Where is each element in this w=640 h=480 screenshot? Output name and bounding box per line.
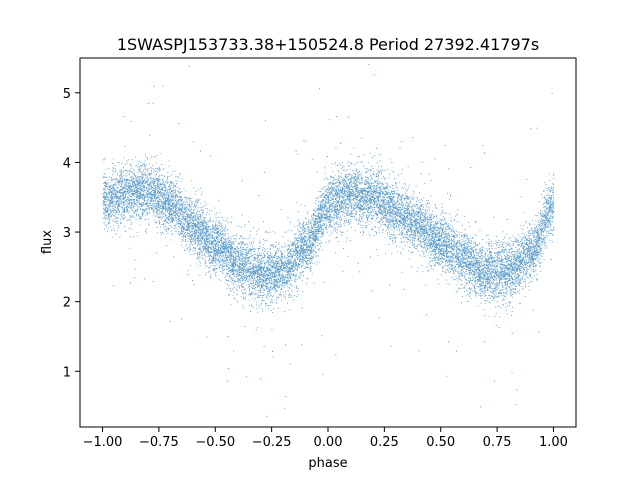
y-axis: 1 2 3 4 5 (63, 87, 80, 380)
y-tick-label: 3 (63, 226, 71, 241)
x-tick-label: 1.00 (539, 435, 568, 450)
x-tick-label: −0.75 (139, 435, 179, 450)
x-tick-label: −0.50 (195, 435, 235, 450)
y-tick-label: 1 (63, 365, 71, 380)
chart-title: 1SWASPJ153733.38+150524.8 Period 27392.4… (117, 35, 539, 54)
x-tick-label: 0.75 (483, 435, 512, 450)
x-tick-label: 0.00 (314, 435, 343, 450)
y-axis-label: flux (40, 230, 55, 254)
x-tick-label: −1.00 (83, 435, 123, 450)
x-tick-label: 0.25 (370, 435, 399, 450)
y-tick-label: 4 (63, 156, 71, 171)
x-axis: −1.00 −0.75 −0.50 −0.25 0.00 0.25 0.50 0.75 1.00 (83, 427, 568, 450)
y-tick-label: 5 (63, 87, 71, 102)
x-tick-label: −0.25 (252, 435, 292, 450)
x-axis-label: phase (308, 456, 347, 471)
y-tick-label: 2 (63, 296, 71, 311)
x-tick-label: 0.50 (426, 435, 455, 450)
